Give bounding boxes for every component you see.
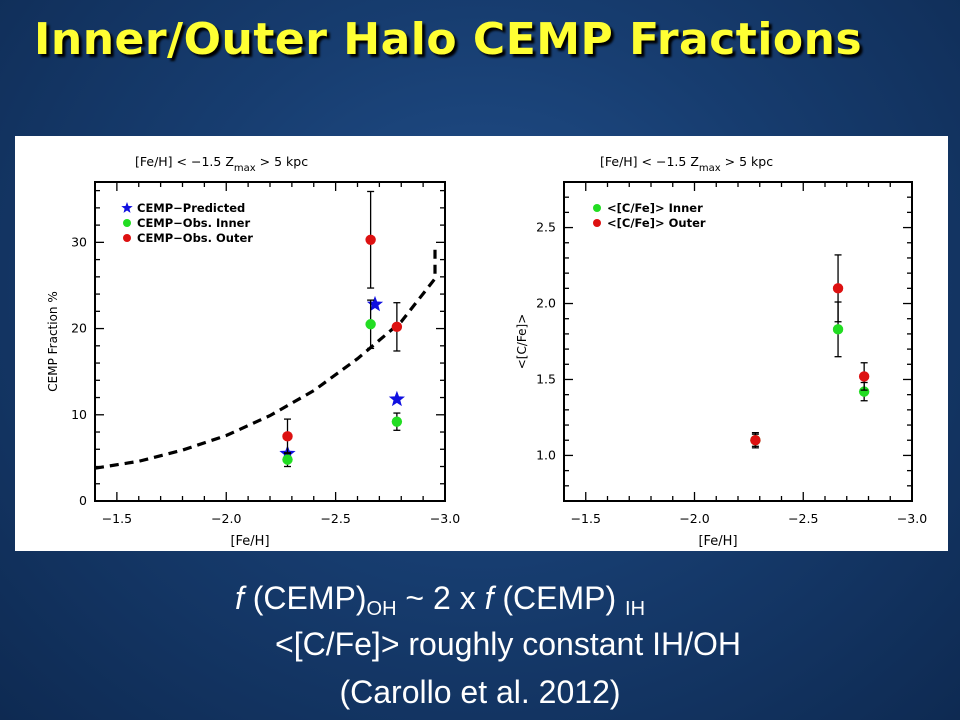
caption-citation: (Carollo et al. 2012) — [339, 674, 621, 710]
chart1-point-inner — [391, 416, 403, 427]
chart2-xtick-label: −3.0 — [897, 511, 927, 526]
caption-f2: f — [484, 580, 494, 616]
chart2-point-inner — [858, 386, 870, 397]
chart1-xtick-label: −2.0 — [211, 511, 241, 526]
caption-constant-line: <[C/Fe]> roughly constant IH/OH — [275, 626, 741, 662]
chart1-ytick-label: 0 — [79, 493, 87, 508]
chart1-point-outer — [282, 431, 293, 442]
chart2-legend-label: <[C/Fe]> Outer — [607, 216, 706, 230]
chart2-point-inner — [832, 324, 844, 335]
chart1-header: [Fe/H] < −1.5 Zmax > 5 kpc — [135, 154, 308, 174]
chart2-point-outer — [858, 371, 870, 382]
chart1-ytick-label: 10 — [71, 407, 87, 422]
chart2-xtick-label: −1.5 — [571, 511, 601, 526]
caption-f1: f — [234, 580, 244, 616]
caption-ratio-line: f (CEMP)OH ~ 2 x f (CEMP) IH — [0, 580, 920, 621]
caption-t2: ~ 2 x — [396, 580, 485, 616]
chart2-xtick-label: −2.5 — [788, 511, 818, 526]
chart2-ytick-label: 1.5 — [536, 371, 556, 386]
chart1-legend-label: CEMP−Obs. Outer — [137, 231, 253, 245]
chart1-point-predicted — [388, 390, 405, 407]
chart2-legend-marker — [593, 219, 601, 227]
chart1-legend-marker — [123, 219, 131, 227]
chart1-ylabel: CEMP Fraction % — [46, 291, 60, 391]
chart2-group: [Fe/H] < −1.5 Zmax > 5 kpc −1.5 −2.0 −2.5 −3… — [515, 154, 927, 549]
chart2-ytick-label: 2.5 — [536, 220, 556, 235]
caption-sub-ih: IH — [625, 598, 646, 620]
chart1-predicted-curve — [94, 244, 437, 470]
chart2-legend-label: <[C/Fe]> Inner — [607, 201, 703, 215]
chart1-xtick-label: −3.0 — [430, 511, 460, 526]
chart1-xtick-label: −1.5 — [102, 511, 132, 526]
figure-svg: [Fe/H] < −1.5 Zmax > 5 kpc −1.5 −2.0 −2.5 −3… — [46, 154, 927, 549]
chart1-ytick-label: 30 — [71, 234, 87, 249]
chart2-ytick-label: 2.0 — [536, 296, 556, 311]
chart1-xlabel: [Fe/H] — [230, 534, 269, 549]
chart2-ylabel: <[C/Fe]> — [515, 314, 529, 370]
caption-sub-oh: OH — [366, 598, 397, 620]
caption-t3: (CEMP) — [493, 580, 626, 616]
chart1-point-predicted — [366, 295, 384, 312]
chart1-point-outer — [365, 234, 376, 245]
chart2-header: [Fe/H] < −1.5 Zmax > 5 kpc — [600, 154, 773, 174]
chart1-xtick-label: −2.5 — [320, 511, 350, 526]
chart1-legend-label: CEMP−Predicted — [137, 201, 245, 215]
caption-t1: (CEMP) — [243, 580, 367, 616]
chart1-point-outer — [391, 321, 403, 333]
chart1-point-inner — [282, 454, 293, 465]
chart2-xlabel: [Fe/H] — [698, 534, 737, 549]
chart1-legend-marker — [121, 202, 133, 213]
chart1-legend-label: CEMP−Obs. Inner — [137, 216, 250, 230]
chart2-xtick-label: −2.0 — [679, 511, 709, 526]
chart1-ytick-label: 20 — [71, 321, 87, 336]
chart2-legend-marker — [593, 204, 601, 212]
figure-panel: [Fe/H] < −1.5 Zmax > 5 kpc −1.5 −2.0 −2.5 −3… — [15, 136, 948, 551]
chart1-point-inner — [365, 319, 376, 330]
chart2-point-outer — [750, 435, 761, 446]
chart1-legend-marker — [123, 234, 131, 242]
chart2-point-outer — [832, 283, 844, 294]
slide-title: Inner/Outer Halo CEMP Fractions — [34, 14, 863, 65]
chart2-ytick-label: 1.0 — [536, 447, 556, 462]
chart1-group: [Fe/H] < −1.5 Zmax > 5 kpc −1.5 −2.0 −2.5 −3… — [46, 154, 460, 549]
